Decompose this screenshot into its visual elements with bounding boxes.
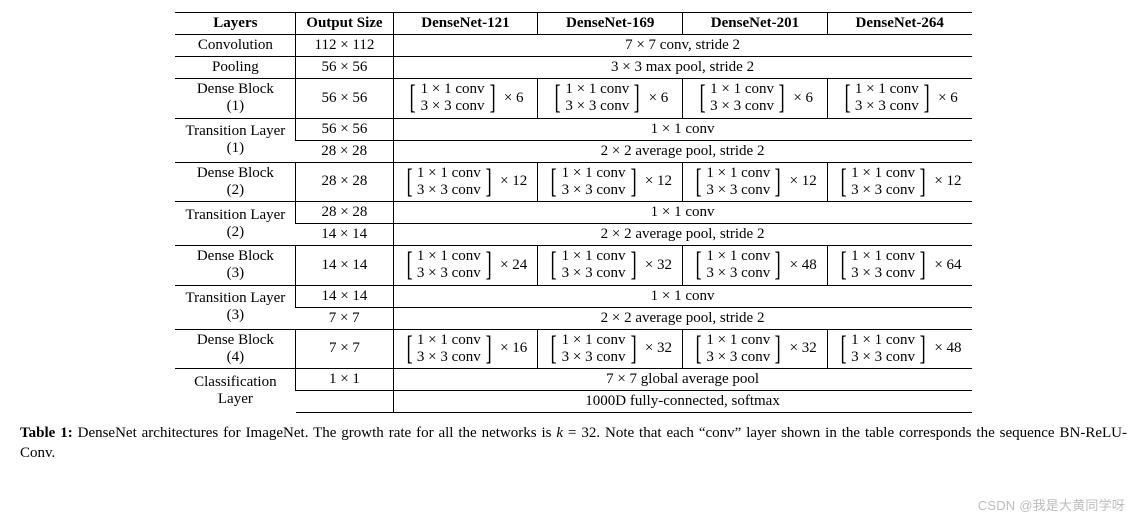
col-d169: DenseNet-169 [538,13,683,35]
db1-c2: [1 × 1 conv3 × 3 conv]× 6 [538,79,683,119]
table-caption: Table 1: DenseNet architectures for Imag… [20,423,1127,464]
output-size: 28 × 28 [296,162,393,202]
layer-label: Dense Block(4) [175,329,295,369]
output-size: 56 × 56 [296,57,393,79]
layer-label: Dense Block(1) [175,79,295,119]
col-d264: DenseNet-264 [827,13,971,35]
row-classification-b: 1000D fully-connected, softmax [175,391,971,413]
db1-c3: [1 × 1 conv3 × 3 conv]× 6 [683,79,828,119]
layer-label: Transition Layer(3) [175,285,295,329]
layer-desc: 1 × 1 conv [393,118,972,140]
row-transition-2-a: Transition Layer(2) 28 × 28 1 × 1 conv [175,202,971,224]
output-size: 56 × 56 [296,79,393,119]
layer-desc: 7 × 7 conv, stride 2 [393,35,972,57]
row-transition-2-b: 14 × 14 2 × 2 average pool, stride 2 [175,224,971,246]
output-size: 28 × 28 [296,140,393,162]
db1-c4: [1 × 1 conv3 × 3 conv]× 6 [827,79,971,119]
layer-label: Transition Layer(1) [175,118,295,162]
caption-keq: = 32 [563,425,596,441]
layer-label: Dense Block(2) [175,162,295,202]
row-transition-1-b: 28 × 28 2 × 2 average pool, stride 2 [175,140,971,162]
col-layers: Layers [175,13,295,35]
layer-label: Convolution [175,35,295,57]
layer-label: Dense Block(3) [175,246,295,286]
caption-lead: Table 1: [20,425,73,441]
layer-desc: 3 × 3 max pool, stride 2 [393,57,972,79]
row-transition-3-a: Transition Layer(3) 14 × 14 1 × 1 conv [175,285,971,307]
output-size: 112 × 112 [296,35,393,57]
col-output-size: Output Size [296,13,393,35]
layer-label: Transition Layer(2) [175,202,295,246]
col-d201: DenseNet-201 [683,13,828,35]
col-d121: DenseNet-121 [393,13,538,35]
densenet-architecture-table: Layers Output Size DenseNet-121 DenseNet… [175,12,971,413]
layer-desc: 2 × 2 average pool, stride 2 [393,140,972,162]
watermark-text: CSDN @我是大黄同学呀 [978,495,1125,514]
row-classification-a: ClassificationLayer 1 × 1 7 × 7 global a… [175,369,971,391]
row-pooling: Pooling 56 × 56 3 × 3 max pool, stride 2 [175,57,971,79]
db1-c1: [1 × 1 conv3 × 3 conv]× 6 [393,79,538,119]
row-transition-3-b: 7 × 7 2 × 2 average pool, stride 2 [175,307,971,329]
row-transition-1-a: Transition Layer(1) 56 × 56 1 × 1 conv [175,118,971,140]
row-convolution: Convolution 112 × 112 7 × 7 conv, stride… [175,35,971,57]
layer-label: ClassificationLayer [175,369,295,413]
layer-label: Pooling [175,57,295,79]
caption-body-1: DenseNet architectures for ImageNet. The… [73,425,557,441]
output-size: 56 × 56 [296,118,393,140]
